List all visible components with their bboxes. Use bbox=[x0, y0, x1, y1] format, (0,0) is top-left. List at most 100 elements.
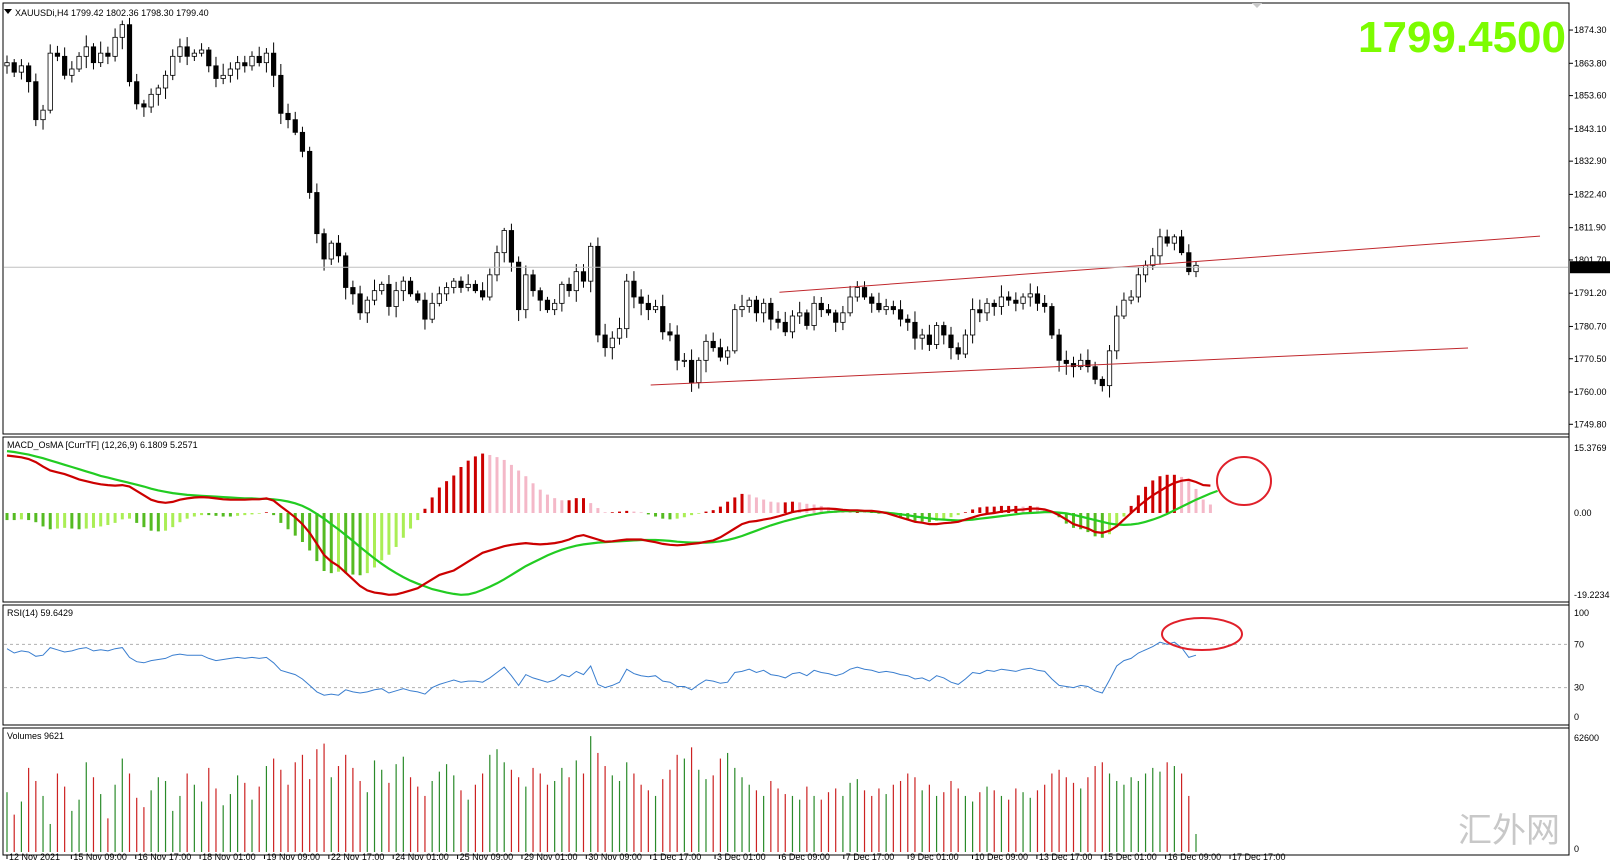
volume-tick-label: 62600 bbox=[1574, 733, 1599, 743]
candle-body bbox=[1049, 306, 1055, 336]
candle-body bbox=[105, 52, 111, 57]
candle bbox=[105, 46, 111, 65]
candle-body bbox=[681, 359, 687, 362]
candle bbox=[393, 281, 399, 318]
candle bbox=[674, 325, 680, 371]
candle-body bbox=[256, 55, 262, 64]
candle bbox=[926, 324, 932, 351]
price-tick-label: 1822.40 bbox=[1574, 189, 1607, 199]
candle bbox=[292, 111, 298, 136]
price-tick-label: 1863.80 bbox=[1574, 58, 1607, 68]
candle bbox=[717, 338, 724, 362]
candle bbox=[494, 245, 500, 282]
candle-body bbox=[516, 261, 522, 311]
shift-marker-icon[interactable] bbox=[1252, 3, 1262, 8]
candle-body bbox=[1164, 236, 1170, 244]
candle bbox=[198, 43, 205, 57]
candle-body bbox=[249, 55, 255, 67]
candle-body bbox=[112, 36, 118, 57]
candle-body bbox=[941, 325, 947, 336]
candle-body bbox=[508, 230, 515, 263]
candle-body bbox=[1042, 302, 1048, 307]
candle bbox=[4, 55, 10, 74]
candle-body bbox=[660, 306, 666, 333]
candle bbox=[854, 281, 860, 302]
candle-body bbox=[1150, 255, 1156, 266]
candle bbox=[191, 49, 197, 61]
candle-body bbox=[739, 306, 745, 311]
candle-body bbox=[955, 347, 961, 355]
candle bbox=[991, 299, 997, 316]
candle bbox=[400, 276, 406, 302]
candle-body bbox=[710, 340, 716, 349]
rsi-title: RSI(14) 59.6429 bbox=[7, 608, 73, 618]
rsi-tick-label: 0 bbox=[1574, 712, 1579, 722]
candle bbox=[1157, 228, 1163, 265]
signal-line bbox=[6, 450, 1218, 596]
candle-body bbox=[465, 283, 471, 288]
candle-body bbox=[624, 280, 630, 330]
candle-body bbox=[299, 131, 306, 152]
candle bbox=[148, 88, 154, 113]
candle-body bbox=[170, 55, 176, 76]
candle bbox=[1164, 229, 1170, 247]
price-tick-label: 1811.90 bbox=[1574, 223, 1606, 233]
candle-body bbox=[292, 119, 298, 133]
candle-body bbox=[861, 287, 868, 298]
candle bbox=[703, 334, 709, 373]
candle-body bbox=[33, 81, 39, 121]
time-tick-label: 30 Nov 09:00 bbox=[588, 852, 642, 862]
candle bbox=[479, 282, 486, 301]
candle-body bbox=[162, 74, 169, 89]
candle bbox=[321, 228, 327, 271]
candle-body bbox=[652, 306, 659, 311]
candle bbox=[948, 326, 954, 360]
candle-body bbox=[984, 302, 990, 314]
candle-body bbox=[854, 287, 860, 298]
candle-body bbox=[386, 283, 392, 307]
time-axis: 12 Nov 2021 15 Nov 09:00 16 Nov 17:00 18 No… bbox=[6, 852, 1286, 862]
time-tick-label: 15 Nov 09:00 bbox=[73, 852, 127, 862]
candle-body bbox=[523, 274, 529, 311]
candle-body bbox=[415, 293, 421, 301]
symbol-header: XAUUSDi,H4 1799.42 1802.36 1798.30 1799.… bbox=[15, 8, 209, 18]
candle-body bbox=[905, 318, 911, 323]
candle bbox=[804, 309, 810, 330]
candle-body bbox=[364, 299, 370, 314]
candle-body bbox=[1114, 315, 1120, 352]
candle bbox=[119, 20, 125, 50]
candle-body bbox=[206, 49, 212, 67]
time-tick-label: 22 Nov 17:00 bbox=[331, 852, 385, 862]
candle bbox=[725, 346, 731, 365]
candle-body bbox=[227, 68, 233, 76]
candle bbox=[609, 331, 615, 360]
price-axis: 1874.30 1863.80 1853.60 1843.10 1832.90 1822.… bbox=[1569, 25, 1610, 429]
candle bbox=[847, 285, 853, 317]
time-tick-label: 17 Dec 17:00 bbox=[1232, 852, 1286, 862]
channel-lines bbox=[650, 235, 1541, 386]
candle-body bbox=[1027, 293, 1033, 298]
channel-line-lower bbox=[650, 347, 1469, 386]
candle-body bbox=[278, 74, 284, 114]
candle-body bbox=[717, 347, 724, 358]
candle-body bbox=[1013, 299, 1019, 304]
candle-body bbox=[926, 334, 932, 345]
macd-line bbox=[6, 454, 1211, 596]
candle-body bbox=[285, 112, 291, 121]
candle bbox=[861, 281, 868, 300]
candle-body bbox=[407, 280, 414, 295]
panel-collapse-icon[interactable] bbox=[4, 9, 12, 14]
candle bbox=[26, 62, 32, 93]
candle-body bbox=[443, 287, 450, 295]
price-tick-label: 1853.60 bbox=[1574, 91, 1607, 101]
macd-tick-label: 15.3769 bbox=[1574, 443, 1607, 453]
current-price-label: 1799.40 bbox=[1574, 262, 1607, 272]
candle-body bbox=[912, 321, 918, 339]
candle-body bbox=[242, 62, 248, 67]
candle-body bbox=[833, 312, 839, 323]
candle bbox=[343, 252, 349, 300]
candle bbox=[1092, 361, 1098, 385]
candle bbox=[1171, 234, 1177, 251]
candle-body bbox=[696, 359, 702, 383]
candle-body bbox=[76, 55, 82, 70]
